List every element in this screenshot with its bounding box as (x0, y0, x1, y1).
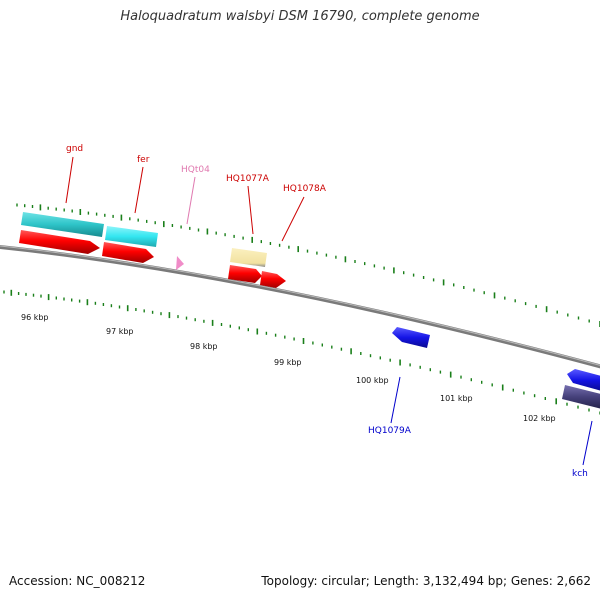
gene-label-hq1078a[interactable]: HQ1078A (283, 184, 327, 194)
gene-feature-gnd[interactable] (19, 230, 100, 254)
gene-leaders (65, 156, 593, 466)
leader-gnd (65, 156, 74, 204)
map-title: Haloquadratum walsbyi DSM 16790, complet… (120, 9, 480, 24)
gene-label-kch[interactable]: kch (572, 469, 588, 479)
gene-label-hqt04[interactable]: HQt04 (181, 165, 210, 175)
leader-hq1077a (247, 185, 254, 235)
genome-backbone-highlight (0, 245, 600, 366)
gene-features (19, 212, 600, 409)
tick-row-forward (16, 203, 600, 327)
leader-fer (134, 166, 144, 214)
scale-label-97: 97 kbp (106, 327, 134, 336)
leader-hq1079a (390, 376, 401, 424)
gene-feature-navy[interactable] (562, 385, 600, 409)
gene-feature-hq1079a[interactable] (392, 327, 430, 348)
gene-feature-cyan-2[interactable] (105, 226, 158, 247)
scale-label-96: 96 kbp (21, 313, 49, 322)
gene-feature-cyan-1[interactable] (21, 212, 104, 237)
gene-label-hq1077a[interactable]: HQ1077A (226, 174, 270, 184)
scale-label-102: 102 kbp (523, 414, 556, 423)
scale-label-99: 99 kbp (274, 358, 302, 367)
scale-label-101: 101 kbp (440, 394, 473, 403)
accession-text: Accession: NC_008212 (9, 574, 146, 588)
gene-feature-hq1078a[interactable] (260, 271, 286, 288)
scale-label-98: 98 kbp (190, 342, 218, 351)
leader-hqt04 (186, 176, 196, 225)
gene-feature-hq1077a[interactable] (228, 265, 262, 283)
genome-backbone (0, 245, 600, 369)
gene-labels: gnd fer HQt04 HQ1077A HQ1078A HQ1079A kc… (66, 144, 588, 479)
tick-row-reverse (3, 289, 600, 415)
gene-feature-kch[interactable] (567, 369, 600, 391)
gene-label-gnd[interactable]: gnd (66, 144, 83, 154)
scale-labels: 96 kbp 97 kbp 98 kbp 99 kbp 100 kbp 101 … (21, 313, 556, 423)
leader-hq1078a (281, 196, 305, 242)
gene-feature-fer[interactable] (102, 242, 154, 263)
gene-label-fer[interactable]: fer (137, 155, 150, 165)
gene-label-hq1079a[interactable]: HQ1079A (368, 426, 412, 436)
scale-label-100: 100 kbp (356, 376, 389, 385)
gene-feature-khaki[interactable] (230, 248, 267, 267)
gene-feature-hqt04[interactable] (176, 256, 184, 270)
topology-text: Topology: circular; Length: 3,132,494 bp… (261, 574, 591, 588)
leader-kch (582, 420, 593, 466)
